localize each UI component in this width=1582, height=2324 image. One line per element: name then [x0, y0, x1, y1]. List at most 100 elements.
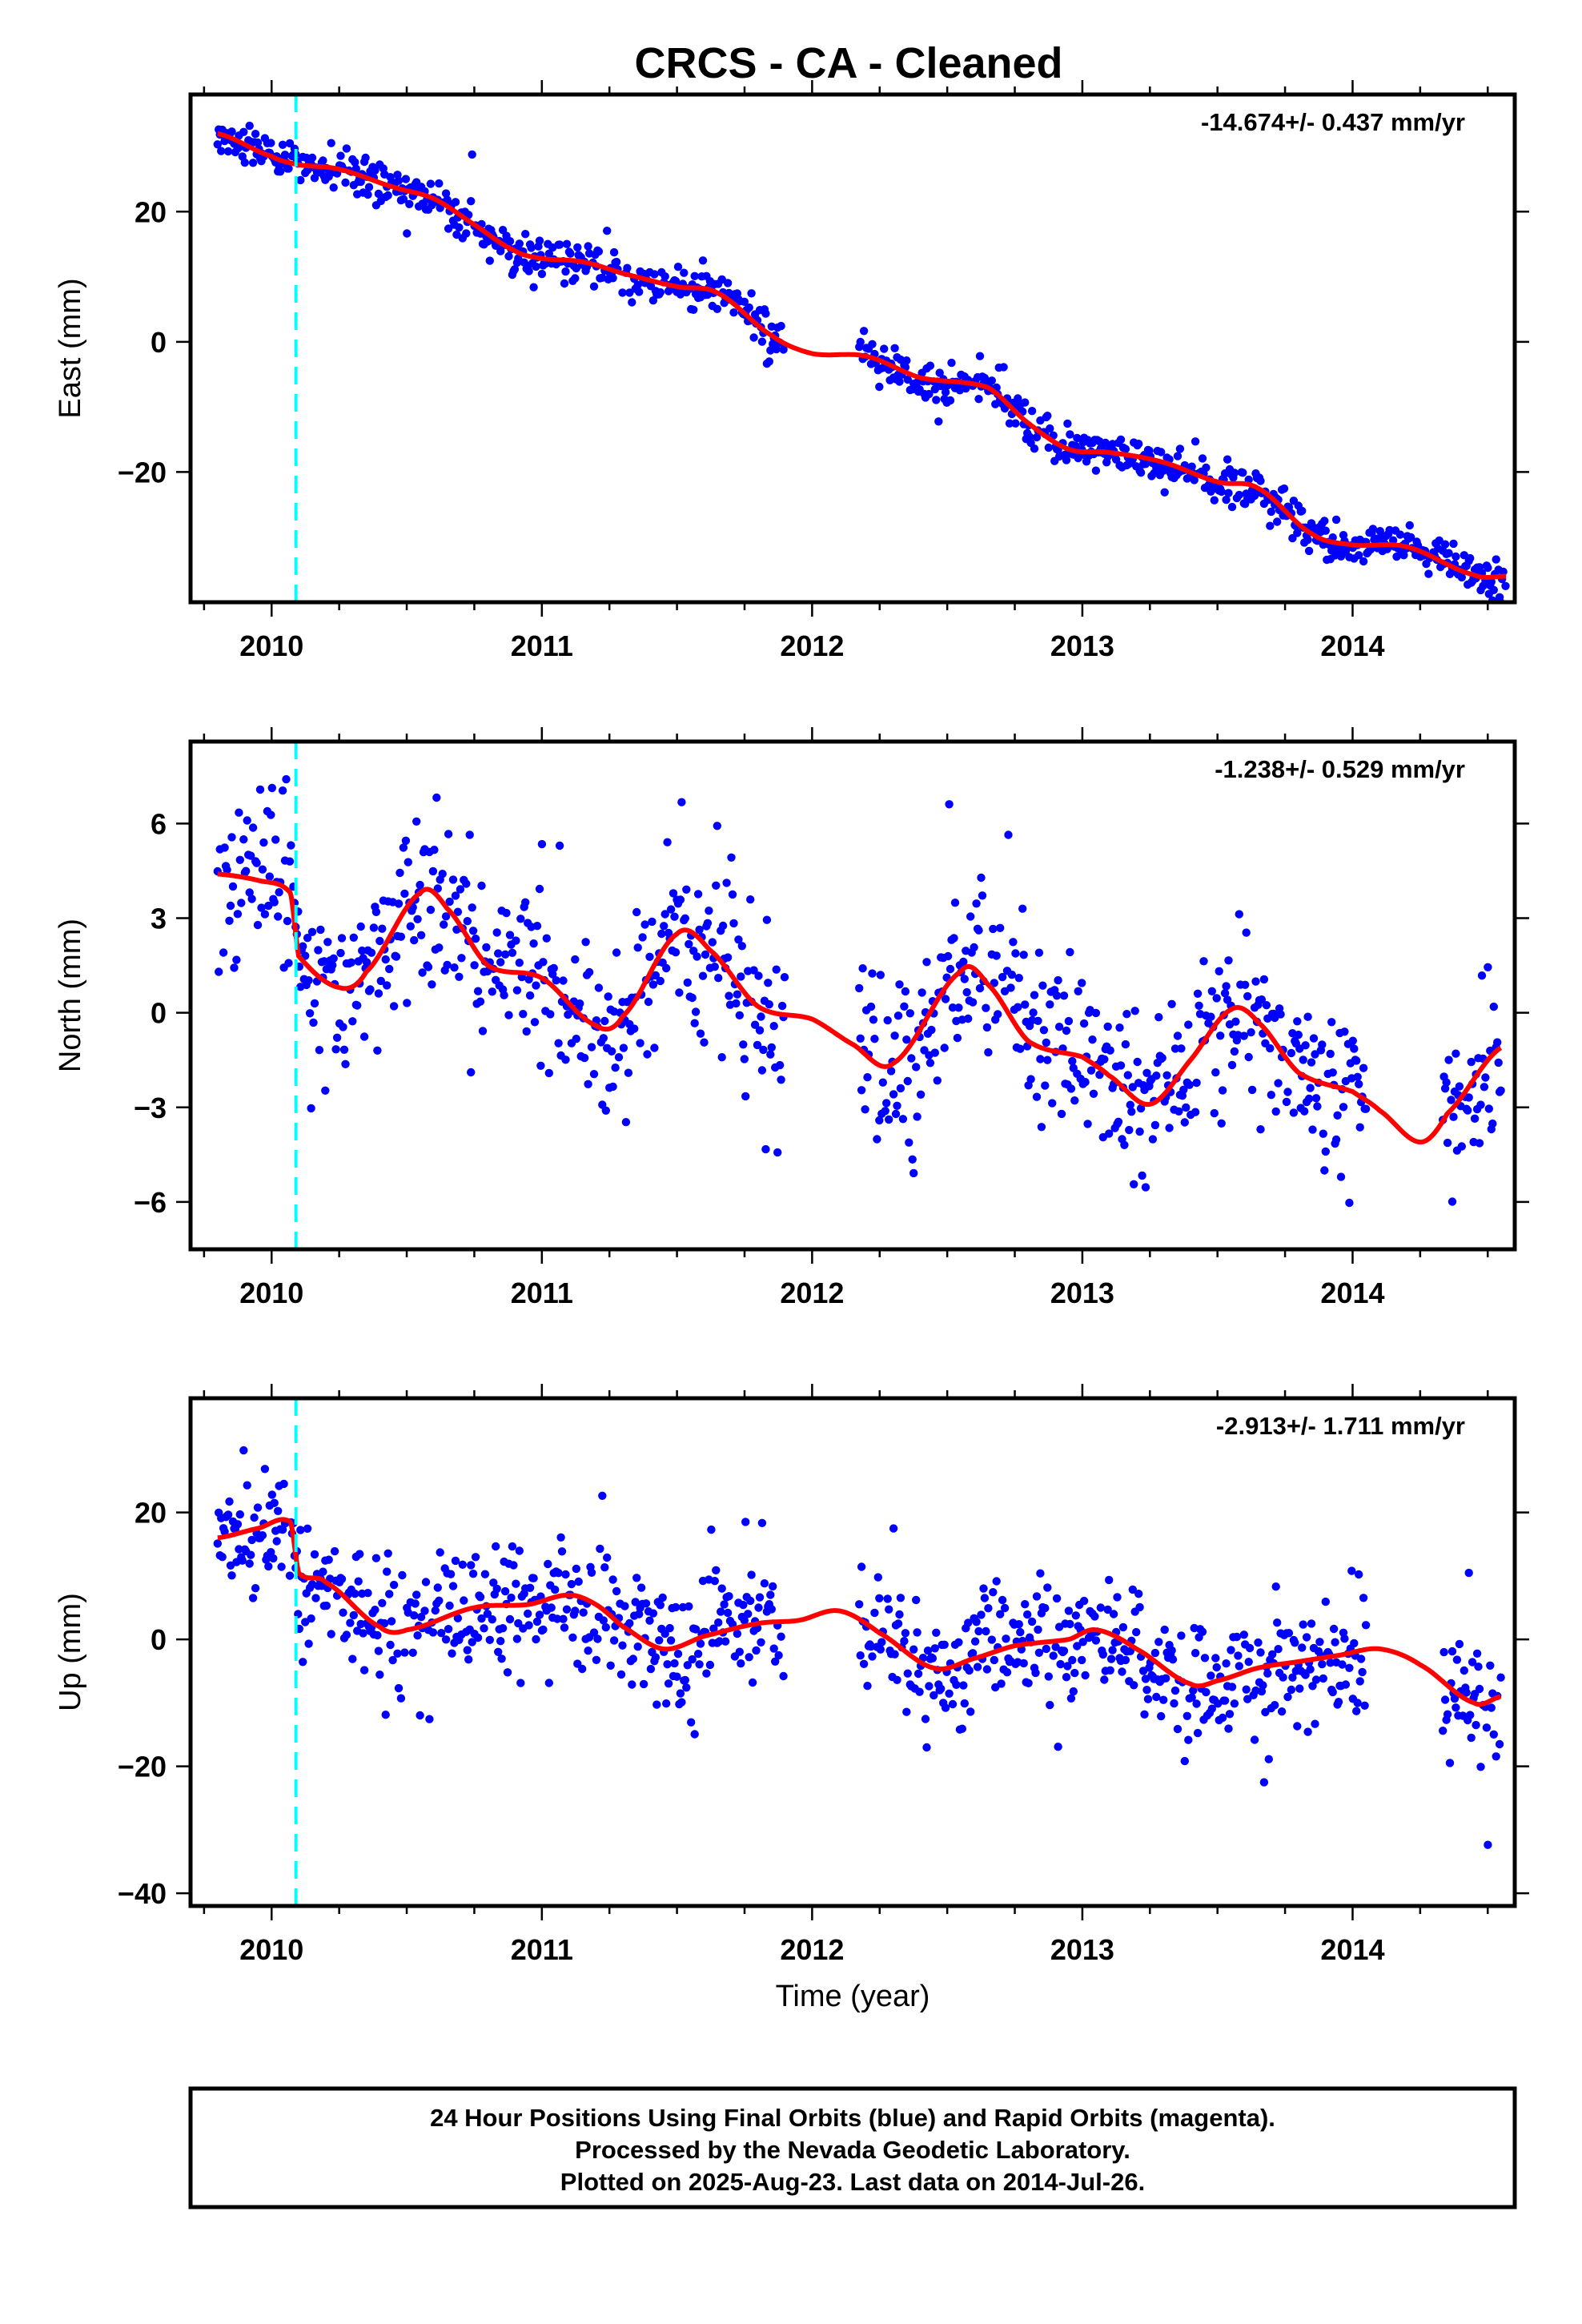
- north-data-point-561: [1034, 948, 1044, 957]
- up-data-point-629: [1135, 1602, 1144, 1612]
- east-data-point-730: [1298, 506, 1307, 516]
- up-data-point-131: [383, 1567, 391, 1576]
- east-data-point-412: [859, 327, 869, 336]
- up-data-point-187: [467, 1561, 476, 1570]
- north-data-point-563: [1037, 1123, 1046, 1132]
- up-data-point-829: [1472, 1649, 1482, 1658]
- east-data-point-521: [1014, 394, 1022, 403]
- up-data-point-516: [982, 1665, 992, 1674]
- north-data-point-564: [1038, 981, 1047, 990]
- north-data-point-379: [717, 1053, 726, 1062]
- north-data-point-144: [404, 858, 412, 866]
- north-data-point-671: [1177, 1044, 1186, 1053]
- up-data-point-424: [857, 1562, 866, 1571]
- up-data-point-759: [1308, 1682, 1317, 1691]
- up-data-point-126: [375, 1671, 384, 1679]
- up-data-point-97: [339, 1608, 347, 1617]
- north-data-point-225: [515, 959, 524, 967]
- north-data-point-80: [321, 1086, 330, 1096]
- up-data-point-246: [544, 1679, 553, 1687]
- north-data-point-297: [611, 1063, 620, 1072]
- north-data-point-634: [1128, 1083, 1138, 1092]
- north-data-point-696: [1215, 967, 1223, 976]
- up-data-point-419: [774, 1651, 783, 1660]
- north-data-point-237: [529, 939, 538, 948]
- up-data-point-795: [1355, 1570, 1363, 1579]
- up-data-point-661: [1177, 1631, 1186, 1640]
- north-data-point-399: [741, 1092, 750, 1101]
- east-data-point-277: [589, 282, 599, 291]
- up-data-point-173: [448, 1649, 456, 1658]
- north-data-point-645: [1142, 1068, 1151, 1078]
- north-data-point-578: [1057, 1109, 1066, 1119]
- north-data-point-372: [708, 938, 717, 947]
- east-data-point-379: [740, 297, 749, 306]
- north-data-point-633: [1127, 1108, 1136, 1116]
- north-data-point-198: [473, 987, 483, 995]
- east-data-point-302: [633, 280, 642, 289]
- up-data-point-38: [260, 1465, 270, 1474]
- north-data-point-753: [1294, 1031, 1303, 1039]
- up-data-point-672: [1193, 1728, 1203, 1738]
- north-data-point-322: [645, 952, 654, 962]
- north-data-point-307: [624, 1068, 633, 1077]
- north-data-point-123: [376, 976, 385, 986]
- up-data-point-334: [663, 1660, 672, 1669]
- north-data-point-50: [283, 916, 292, 926]
- up-data-point-510: [974, 1626, 983, 1636]
- east-data-point-551: [1062, 456, 1071, 464]
- up-y-tick-label-0: 0: [151, 1623, 167, 1656]
- north-data-point-491: [940, 1043, 949, 1052]
- up-data-point-52: [277, 1562, 286, 1571]
- north-data-point-837: [1480, 1083, 1489, 1092]
- north-data-point-16: [237, 899, 246, 907]
- up-data-point-257: [559, 1614, 568, 1623]
- up-data-point-166: [437, 1629, 446, 1638]
- up-data-point-789: [1347, 1566, 1356, 1575]
- north-data-point-188: [462, 879, 471, 888]
- north-data-point-651: [1150, 1120, 1160, 1130]
- up-data-point-503: [966, 1707, 975, 1716]
- north-data-point-256: [555, 841, 564, 850]
- north-data-point-413: [761, 1144, 770, 1154]
- up-data-point-564: [1049, 1651, 1058, 1660]
- up-data-point-529: [1002, 1634, 1010, 1643]
- up-data-point-397: [745, 1653, 753, 1662]
- up-data-point-481: [937, 1684, 946, 1693]
- up-data-point-256: [557, 1547, 567, 1556]
- east-data-point-383: [745, 303, 753, 312]
- north-data-point-613: [1103, 1022, 1112, 1031]
- up-data-point-648: [1159, 1695, 1168, 1704]
- east-data-point-843: [1444, 549, 1453, 557]
- north-data-point-523: [978, 891, 987, 900]
- east-data-point-29: [251, 130, 260, 139]
- up-y-axis-label: Up (mm): [54, 1593, 87, 1711]
- up-data-point-785: [1341, 1680, 1351, 1689]
- north-data-point-769: [1313, 1102, 1322, 1111]
- up-data-point-624: [1128, 1585, 1138, 1594]
- up-data-point-346: [677, 1698, 686, 1707]
- north-data-point-640: [1136, 1104, 1146, 1113]
- north-data-point-541: [1009, 938, 1018, 947]
- north-data-point-683: [1195, 1001, 1203, 1011]
- up-data-point-193: [473, 1633, 483, 1642]
- north-data-point-219: [504, 1011, 513, 1019]
- up-data-point-305: [628, 1680, 636, 1689]
- north-data-point-31: [258, 865, 267, 874]
- up-data-point-602: [1100, 1675, 1109, 1684]
- north-data-point-482: [927, 1025, 936, 1035]
- up-data-point-702: [1232, 1632, 1242, 1642]
- north-data-point-847: [1494, 1058, 1503, 1068]
- north-data-point-325: [648, 980, 658, 989]
- east-data-point-705: [1266, 521, 1275, 530]
- east-data-point-511: [999, 363, 1008, 372]
- north-data-point-797: [1352, 1056, 1361, 1065]
- north-data-point-813: [1447, 1197, 1457, 1206]
- north-data-point-468: [909, 1168, 918, 1178]
- up-data-point-231: [524, 1621, 533, 1630]
- north-data-point-826: [1467, 1057, 1476, 1067]
- up-data-point-147: [410, 1611, 419, 1620]
- up-data-point-463: [913, 1628, 921, 1637]
- east-data-point-515: [1005, 419, 1014, 428]
- north-data-point-3: [219, 948, 228, 957]
